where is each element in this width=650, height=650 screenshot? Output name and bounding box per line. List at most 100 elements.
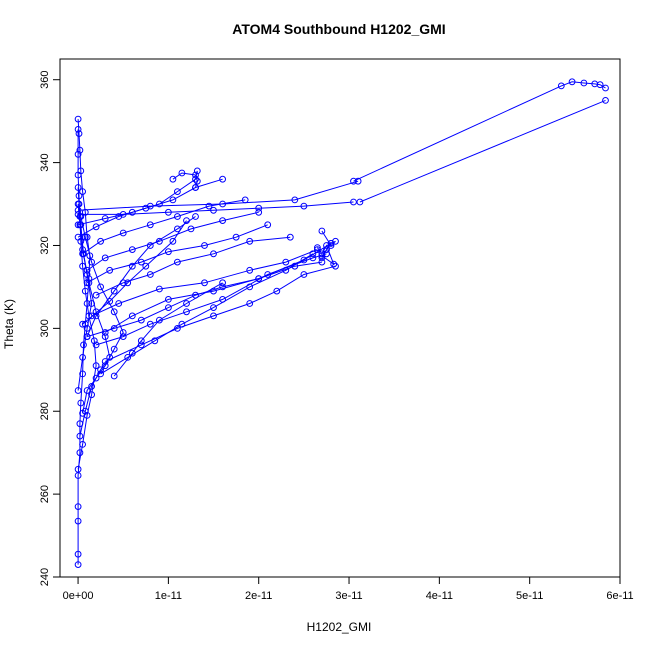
data-point: [210, 304, 217, 312]
series-line: [104, 242, 332, 333]
data-point: [74, 211, 82, 218]
data-point: [165, 304, 172, 312]
data-point: [183, 300, 190, 307]
data-point: [106, 354, 114, 361]
data-point: [309, 250, 317, 258]
data-point: [165, 296, 172, 303]
data-point: [92, 374, 100, 382]
data-point: [83, 325, 91, 332]
data-point: [137, 337, 145, 345]
data-point: [192, 213, 199, 220]
x-tick-label: 1e-11: [155, 590, 182, 602]
series-26: [314, 242, 338, 268]
data-point: [74, 387, 82, 394]
series-line: [353, 81, 606, 182]
data-point: [300, 256, 308, 264]
data-series-layer: [74, 78, 609, 568]
data-point: [101, 329, 109, 336]
data-point: [174, 213, 181, 220]
series-12: [79, 196, 249, 258]
data-point: [76, 449, 84, 457]
series-7: [88, 246, 321, 320]
x-tick-label: 4e-11: [426, 590, 453, 602]
data-point: [318, 252, 326, 260]
series-6: [92, 250, 330, 349]
series-line: [78, 180, 359, 211]
data-point: [92, 223, 100, 231]
data-point: [79, 441, 86, 448]
data-point: [246, 300, 254, 307]
data-point: [596, 81, 604, 89]
y-tick-label: 340: [39, 153, 51, 171]
data-point: [119, 329, 127, 336]
series-line: [95, 236, 291, 296]
data-point: [602, 84, 609, 92]
series-20: [74, 198, 357, 218]
data-point: [192, 184, 199, 191]
data-point: [77, 399, 85, 407]
data-point: [92, 362, 100, 370]
data-point: [75, 130, 83, 138]
data-point: [79, 188, 86, 196]
data-point: [156, 316, 163, 324]
data-point: [79, 320, 86, 328]
data-point: [255, 204, 263, 212]
data-point: [350, 198, 357, 206]
data-point: [332, 262, 339, 270]
data-point: [219, 175, 227, 183]
data-point: [255, 208, 263, 216]
data-point: [76, 221, 84, 229]
data-point: [169, 175, 177, 183]
data-point: [232, 233, 240, 241]
data-point: [124, 354, 132, 361]
data-point: [330, 260, 338, 268]
series-line: [82, 199, 246, 255]
series-24: [169, 169, 201, 191]
x-tick-label: 3e-11: [335, 590, 362, 602]
data-point: [602, 97, 609, 104]
data-point: [128, 246, 136, 254]
series-22: [350, 78, 609, 185]
data-point: [356, 198, 364, 206]
data-point: [92, 312, 100, 320]
data-point: [178, 320, 186, 328]
series-line: [113, 282, 223, 377]
series-line: [77, 129, 97, 470]
data-point: [92, 291, 100, 299]
data-point: [174, 225, 181, 233]
data-point: [219, 217, 227, 225]
data-point: [165, 208, 172, 216]
data-point: [327, 242, 335, 249]
data-point: [97, 237, 104, 245]
series-3: [77, 213, 127, 417]
data-point: [119, 211, 127, 218]
x-axis: 0e+00 1e-11 2e-11 3e-11 4e-11 5e-11 6e-11: [63, 576, 634, 602]
data-point: [291, 196, 299, 204]
series-1: [74, 125, 100, 473]
data-point: [187, 225, 195, 233]
data-point: [219, 283, 227, 291]
data-point: [83, 279, 91, 287]
data-point: [137, 316, 145, 324]
data-point: [210, 312, 217, 320]
data-point: [205, 202, 213, 210]
data-point: [174, 258, 181, 266]
data-point: [354, 177, 362, 185]
data-point: [74, 561, 82, 568]
data-point: [142, 262, 150, 270]
data-point: [92, 341, 100, 349]
data-point: [318, 227, 326, 235]
data-point: [97, 370, 104, 378]
data-point: [83, 233, 91, 241]
data-point: [318, 258, 326, 266]
data-point: [146, 271, 154, 278]
series-23: [356, 97, 609, 206]
data-point: [264, 271, 272, 278]
data-point: [74, 517, 82, 525]
data-point: [110, 372, 118, 380]
series-21: [74, 177, 362, 214]
data-point: [146, 242, 154, 249]
data-point: [580, 79, 588, 87]
data-point: [255, 275, 263, 283]
data-point: [74, 550, 82, 558]
